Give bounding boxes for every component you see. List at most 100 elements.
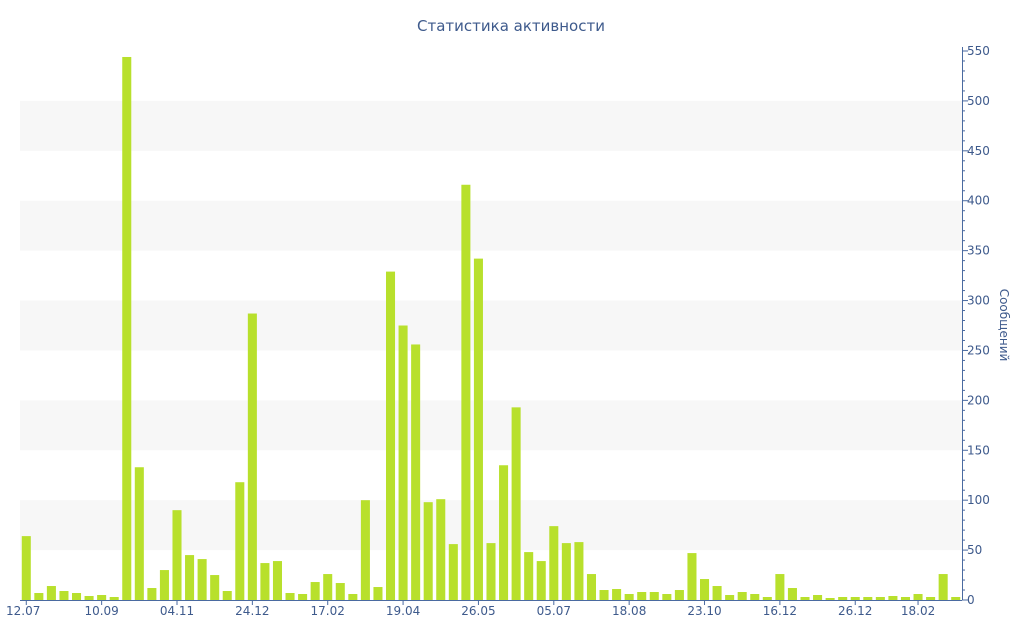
bar[interactable] [674, 590, 684, 600]
x-tick-label: 17.02 [311, 604, 345, 618]
bar[interactable] [536, 561, 546, 600]
bar[interactable] [298, 594, 308, 600]
bar[interactable] [222, 591, 232, 600]
y-tick-label: 250 [967, 343, 990, 357]
x-tick-label: 16.12 [763, 604, 797, 618]
bar[interactable] [59, 591, 69, 600]
bar[interactable] [511, 407, 521, 600]
bar-series [21, 56, 961, 601]
bar[interactable] [687, 553, 697, 600]
bar[interactable] [499, 465, 509, 600]
bar[interactable] [34, 593, 44, 600]
bar[interactable] [185, 555, 195, 600]
bar[interactable] [46, 586, 56, 600]
bar[interactable] [863, 597, 873, 600]
bar[interactable] [348, 594, 358, 600]
bar[interactable] [235, 482, 245, 600]
bar[interactable] [448, 544, 458, 600]
bar[interactable] [599, 590, 609, 600]
x-tick-label: 23.10 [687, 604, 721, 618]
x-axis: 12.07 10.09 04.11 24.12 17.02 19.04 26.05 05.07… [6, 600, 962, 618]
bar[interactable] [750, 594, 760, 600]
grid-bands [20, 100, 962, 551]
y-tick-label: 400 [967, 194, 990, 208]
bar[interactable] [624, 594, 634, 600]
bar[interactable] [850, 597, 860, 600]
bar[interactable] [360, 500, 370, 600]
bar[interactable] [134, 467, 144, 600]
y-tick-label: 100 [967, 493, 990, 507]
bar[interactable] [951, 597, 961, 600]
bar[interactable] [122, 56, 132, 601]
x-tick-label: 04.11 [160, 604, 194, 618]
bar[interactable] [699, 579, 710, 600]
bar[interactable] [411, 344, 421, 600]
bar[interactable] [900, 597, 911, 600]
bar[interactable] [712, 586, 722, 600]
x-tick-label: 18.08 [612, 604, 646, 618]
bar[interactable] [436, 499, 446, 600]
bar[interactable] [649, 592, 659, 600]
bar[interactable] [612, 589, 622, 600]
bar[interactable] [775, 574, 785, 600]
x-tick-label: 26.12 [838, 604, 872, 618]
bar[interactable] [385, 271, 396, 600]
y-tick-label: 500 [967, 94, 990, 108]
bar[interactable] [825, 598, 835, 600]
bar[interactable] [159, 570, 169, 600]
bar[interactable] [147, 588, 157, 600]
bar[interactable] [71, 593, 82, 600]
bar[interactable] [875, 597, 885, 600]
bar[interactable] [762, 597, 772, 600]
bar[interactable] [662, 594, 672, 600]
bar[interactable] [888, 596, 898, 600]
bar[interactable] [423, 502, 433, 600]
bar[interactable] [938, 574, 948, 600]
bar[interactable] [373, 587, 383, 600]
bar[interactable] [310, 582, 320, 600]
bar[interactable] [913, 594, 923, 600]
grid-band [20, 200, 962, 251]
bar[interactable] [172, 510, 182, 600]
x-tick-label: 19.04 [386, 604, 420, 618]
bar[interactable] [398, 325, 408, 601]
bar[interactable] [926, 597, 936, 600]
bar[interactable] [486, 543, 496, 600]
bar[interactable] [787, 588, 797, 600]
bar[interactable] [260, 563, 270, 600]
bar[interactable] [247, 313, 257, 600]
bar[interactable] [561, 543, 571, 600]
bar[interactable] [97, 595, 107, 600]
grid-band [20, 100, 962, 151]
bar[interactable] [461, 184, 471, 601]
bar[interactable] [473, 258, 483, 600]
bar[interactable] [725, 595, 735, 600]
y-tick-label: 50 [967, 543, 982, 557]
bar[interactable] [323, 574, 333, 600]
bar[interactable] [197, 559, 207, 600]
bar[interactable] [109, 597, 119, 600]
bar[interactable] [637, 592, 647, 600]
bar[interactable] [335, 583, 345, 600]
bar[interactable] [21, 536, 31, 600]
bar[interactable] [586, 574, 597, 600]
y-axis: 0 50 100 150 200 250 300 350 400 450 500 550 [962, 44, 990, 607]
grid-band [20, 400, 962, 451]
bar[interactable] [737, 592, 747, 600]
y-tick-label: 350 [967, 244, 990, 258]
chart-title: Статистика активности [417, 17, 605, 35]
bar[interactable] [838, 597, 848, 600]
bar[interactable] [574, 542, 584, 600]
x-tick-label: 24.12 [235, 604, 269, 618]
bar[interactable] [813, 595, 823, 600]
bar[interactable] [549, 526, 559, 600]
grid-band [20, 500, 962, 551]
bar[interactable] [272, 561, 283, 600]
bar[interactable] [84, 596, 94, 600]
bar[interactable] [210, 575, 220, 600]
bar[interactable] [524, 552, 534, 600]
x-tick-label: 10.09 [84, 604, 118, 618]
bar[interactable] [285, 593, 295, 600]
bar[interactable] [800, 597, 810, 600]
